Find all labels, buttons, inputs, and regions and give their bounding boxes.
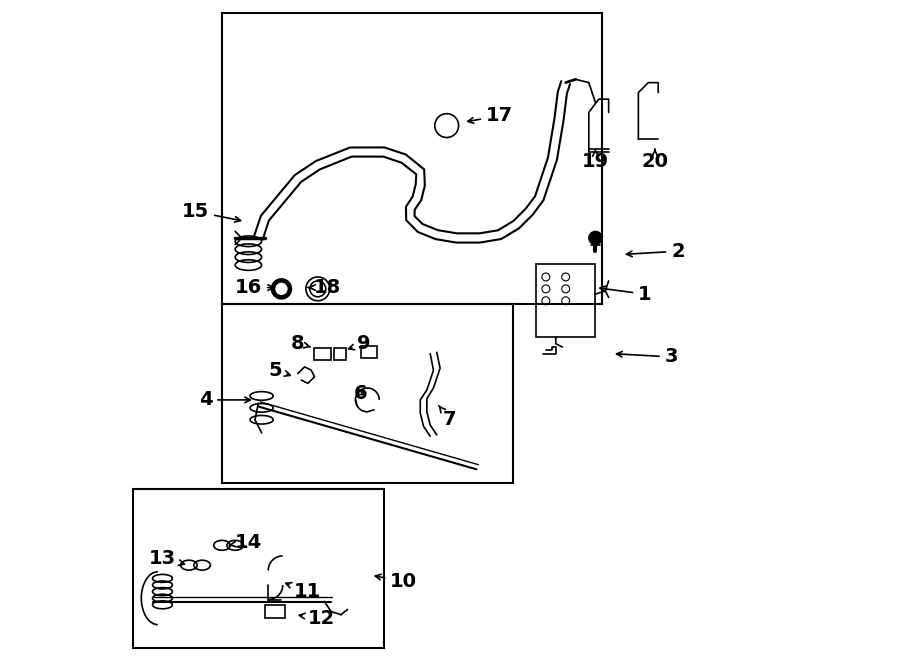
Text: 12: 12: [300, 609, 335, 627]
Text: 5: 5: [268, 361, 291, 379]
Text: 11: 11: [286, 582, 321, 601]
Bar: [536, 264, 596, 337]
Text: 1: 1: [600, 285, 652, 303]
Bar: [265, 605, 284, 618]
Text: 20: 20: [642, 149, 669, 171]
Text: 16: 16: [235, 278, 274, 297]
Text: 18: 18: [309, 278, 341, 297]
Text: 19: 19: [582, 149, 609, 171]
Text: 15: 15: [182, 202, 240, 222]
Text: 3: 3: [616, 348, 679, 366]
Text: 8: 8: [292, 334, 310, 353]
Text: 9: 9: [348, 334, 371, 353]
Bar: [334, 348, 346, 360]
Bar: [132, 489, 384, 648]
Circle shape: [589, 231, 602, 245]
Text: 10: 10: [375, 572, 418, 591]
Text: 7: 7: [438, 406, 456, 429]
Bar: [314, 348, 331, 360]
Bar: [222, 304, 513, 483]
Text: 17: 17: [468, 106, 513, 125]
Bar: [222, 13, 602, 304]
Text: 13: 13: [148, 549, 184, 568]
Text: 14: 14: [230, 533, 262, 551]
Text: 4: 4: [199, 391, 250, 409]
Bar: [361, 346, 377, 358]
Text: 6: 6: [354, 384, 367, 403]
Text: 2: 2: [626, 242, 685, 260]
